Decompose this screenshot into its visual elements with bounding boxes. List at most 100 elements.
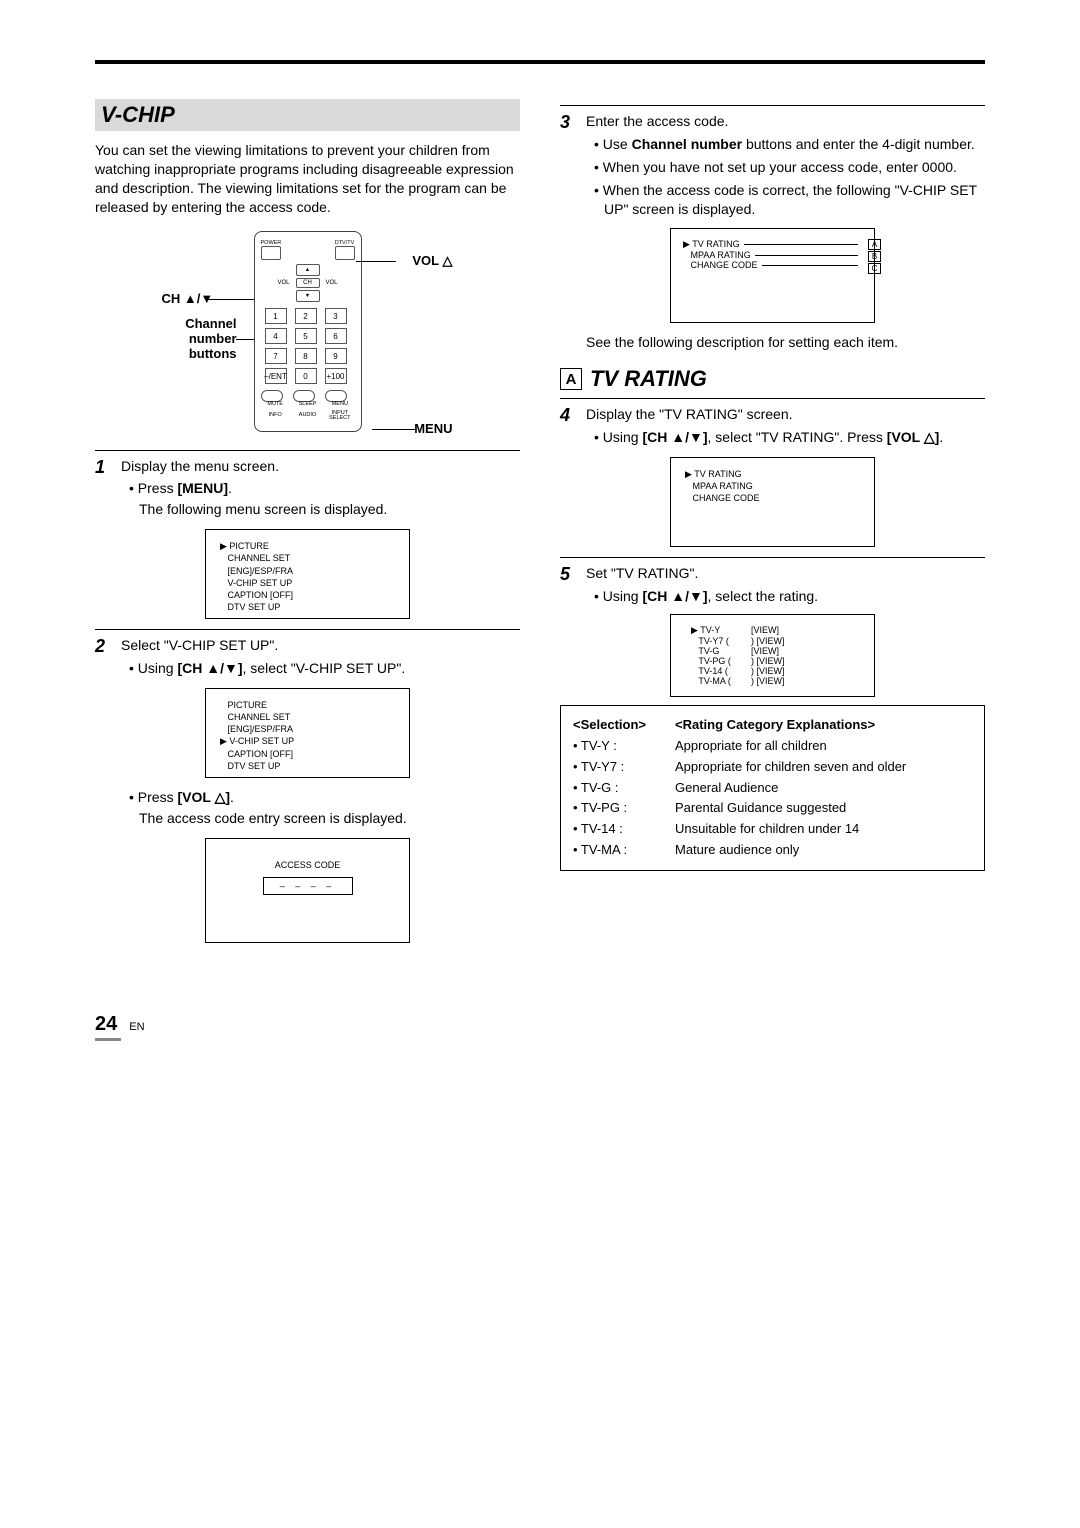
label-info: INFO (261, 413, 290, 419)
btn-ch-label: CH (296, 278, 320, 288)
right-column: 3 Enter the access code. Use Channel num… (560, 99, 985, 953)
step-2-num: 2 (95, 636, 113, 678)
osd4-item: MPAA RATING (685, 480, 860, 492)
callout-vol: VOL △ (412, 253, 452, 269)
top-rule (95, 60, 985, 64)
left-column: V-CHIP You can set the viewing limitatio… (95, 99, 520, 953)
step-5-text: Set "TV RATING". (586, 564, 985, 583)
see-description: See the following description for settin… (560, 333, 985, 352)
step-3: 3 Enter the access code. Use Channel num… (560, 112, 985, 218)
callout-channel-number-buttons: Channel number buttons (162, 316, 237, 361)
sel-row: • TV-G :General Audience (573, 779, 972, 798)
rating-row: TV-G[VIEW] (691, 646, 854, 656)
rating-row: ▶ TV-Y[VIEW] (691, 625, 854, 636)
rule-r1 (560, 105, 985, 106)
vchip-intro: You can set the viewing limitations to p… (95, 141, 520, 217)
label-dtvtv: DTV/TV (335, 241, 355, 247)
osd-tv-rating-list: ▶ TV-Y[VIEW] TV-Y7 () [VIEW] TV-G[VIEW] … (670, 614, 875, 697)
step-3-text: Enter the access code. (586, 112, 985, 131)
sel-row: • TV-Y :Appropriate for all children (573, 737, 972, 756)
step-2-bullet-2: Press [VOL △]. (121, 788, 520, 807)
rule-r2 (560, 398, 985, 399)
step-1-bullet: Press [MENU]. (121, 479, 520, 498)
osd2-item: CAPTION [OFF] (220, 748, 395, 760)
osd-menu: PICTURECHANNEL SET[ENG]/ESP/FRAV-CHIP SE… (205, 529, 410, 619)
tag-a: A (868, 239, 881, 250)
step-5-bullet: Using [CH ▲/▼], select the rating. (586, 587, 985, 606)
access-label: ACCESS CODE (220, 859, 395, 871)
step-5: 5 Set "TV RATING". Using [CH ▲/▼], selec… (560, 564, 985, 606)
btn-vol-up: ▲ (296, 264, 320, 276)
num-9: 9 (325, 348, 347, 364)
osd2-item: PICTURE (220, 699, 395, 711)
rating-row: TV-Y7 () [VIEW] (691, 636, 854, 646)
num-6: 6 (325, 328, 347, 344)
label-vol: VOL (274, 278, 294, 288)
step-2-bullet-1: Using [CH ▲/▼], select "V-CHIP SET UP". (121, 659, 520, 678)
num-0: 0 (295, 368, 317, 384)
step-1-text: Display the menu screen. (121, 457, 520, 476)
vchip-item-3: CHANGE CODE (691, 260, 758, 270)
label-power: POWER (261, 241, 282, 247)
sel-row: • TV-14 :Unsuitable for children under 1… (573, 820, 972, 839)
btn-power (261, 246, 281, 260)
osd1-item: [ENG]/ESP/FRA (220, 565, 395, 577)
label-menu: MENU (325, 402, 354, 408)
sel-row: • TV-Y7 :Appropriate for children seven … (573, 758, 972, 777)
osd2-item: DTV SET UP (220, 760, 395, 772)
label-sleep: SLEEP (293, 402, 322, 408)
num-8: 8 (295, 348, 317, 364)
step-3-bullet-1: Use Channel number buttons and enter the… (586, 135, 985, 154)
step-5-num: 5 (560, 564, 578, 606)
label-vol-r: VOL (322, 278, 342, 288)
osd-menu-vchip-selected: PICTURECHANNEL SET[ENG]/ESP/FRAV-CHIP SE… (205, 688, 410, 778)
step-1-sub: The following menu screen is displayed. (121, 500, 520, 519)
step-3-bullet-2: When you have not set up your access cod… (586, 158, 985, 177)
sel-row: • TV-MA :Mature audience only (573, 841, 972, 860)
lead-menu (372, 429, 416, 430)
tag-c: C (868, 263, 881, 274)
vchip-heading-bar: V-CHIP (95, 99, 520, 131)
label-input: INPUT SELECT (325, 411, 354, 422)
rating-row: TV-PG () [VIEW] (691, 656, 854, 666)
selection-table: <Selection><Rating Category Explanations… (571, 714, 974, 862)
btn-vol-down: ▼ (296, 290, 320, 302)
numpad: 123456789–/ENT0+100 (265, 308, 351, 384)
vchip-item-1: TV RATING (692, 239, 739, 249)
num-5: 5 (295, 328, 317, 344)
osd4-item: TV RATING (685, 468, 860, 480)
section-a-title: TV RATING (590, 366, 707, 392)
step-2-sub: The access code entry screen is displaye… (121, 809, 520, 828)
section-a-tag: A (560, 368, 582, 390)
osd1-item: DTV SET UP (220, 601, 395, 613)
rating-row: TV-MA () [VIEW] (691, 676, 854, 686)
vchip-item-2: MPAA RATING (691, 250, 751, 260)
label-audio: AUDIO (293, 413, 322, 419)
sel-hdr-2: <Rating Category Explanations> (675, 716, 972, 735)
osd1-item: CHANNEL SET (220, 552, 395, 564)
tag-b: B (868, 251, 881, 262)
osd2-item: CHANNEL SET (220, 711, 395, 723)
dpad: ▲ VOL CH VOL ▼ (261, 264, 355, 302)
page-lang: EN (129, 1021, 144, 1033)
lead-vol (356, 261, 396, 262)
osd1-item: CAPTION [OFF] (220, 589, 395, 601)
step-1: 1 Display the menu screen. Press [MENU].… (95, 457, 520, 520)
rule-2 (95, 629, 520, 630)
num-3: 3 (325, 308, 347, 324)
page-number: 24 (95, 1013, 121, 1041)
callout-menu: MENU (414, 421, 452, 436)
lead-ch (206, 299, 254, 300)
step-4-text: Display the "TV RATING" screen. (586, 405, 985, 424)
osd-access-code: ACCESS CODE – – – – (205, 838, 410, 943)
step-3-num: 3 (560, 112, 578, 218)
osd1-item: PICTURE (220, 540, 395, 552)
lead-nums (236, 339, 254, 340)
osd-vchip-setup-2: TV RATINGMPAA RATINGCHANGE CODE (670, 457, 875, 547)
osd4-item: CHANGE CODE (685, 492, 860, 504)
page-footer: 24 EN (95, 1013, 985, 1041)
step-4: 4 Display the "TV RATING" screen. Using … (560, 405, 985, 447)
num-2: 2 (295, 308, 317, 324)
osd2-item: V-CHIP SET UP (220, 735, 395, 747)
selection-table-box: <Selection><Rating Category Explanations… (560, 705, 985, 871)
